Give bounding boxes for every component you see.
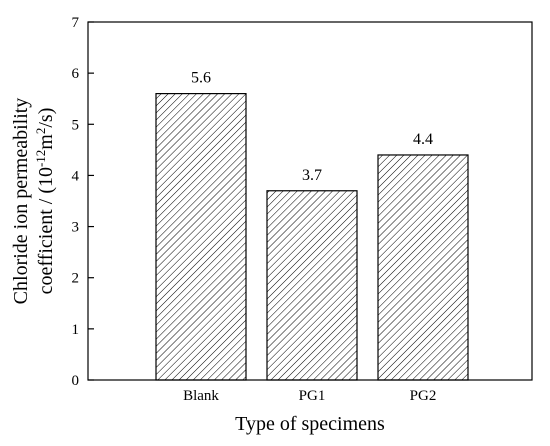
y-tick-label: 6 [72,66,80,82]
data-labels: 5.6 3.7 4.4 [191,70,433,184]
y-tick-label: 1 [72,322,80,338]
y-axis-title-line2-pre: coefficient / (10 [35,167,57,294]
y-tick-label: 4 [72,168,80,184]
y-tick-label: 0 [72,373,80,389]
svg-text:Chloride ion permeability: Chloride ion permeability [10,98,32,305]
bar-pg2 [377,154,469,381]
y-axis-title-line1: Chloride ion permeability [10,98,32,305]
y-axis-ticks: 0 1 2 3 4 5 6 7 [72,15,94,389]
data-label-pg1: 3.7 [302,167,322,184]
y-tick-label: 2 [72,271,80,287]
y-axis-title-sup1: -12 [33,150,48,167]
bars [155,92,469,381]
x-axis-ticks: Blank PG1 PG2 [183,388,436,404]
x-tick-label-blank: Blank [183,388,219,404]
y-axis-title-line2-mid: m [35,134,57,150]
y-axis-title-line2-post: /s) [35,108,57,128]
data-label-blank: 5.6 [191,70,211,87]
y-tick-label: 3 [72,220,80,236]
plot-area-frame [87,21,533,381]
x-tick-label-pg1: PG1 [299,388,326,404]
bar-blank [155,92,247,381]
y-axis-title: Chloride ion permeability coefficient / … [10,98,57,305]
bar-pg1 [266,190,358,381]
y-axis-title-sup2: 2 [33,128,48,135]
svg-text:coefficient / (10-12m2/s): coefficient / (10-12m2/s) [33,108,58,295]
y-tick-label: 5 [72,117,80,133]
x-tick-label-pg2: PG2 [410,388,437,404]
x-axis-title: Type of specimens [235,413,385,435]
y-tick-label: 7 [72,15,80,31]
data-label-pg2: 4.4 [413,131,433,148]
